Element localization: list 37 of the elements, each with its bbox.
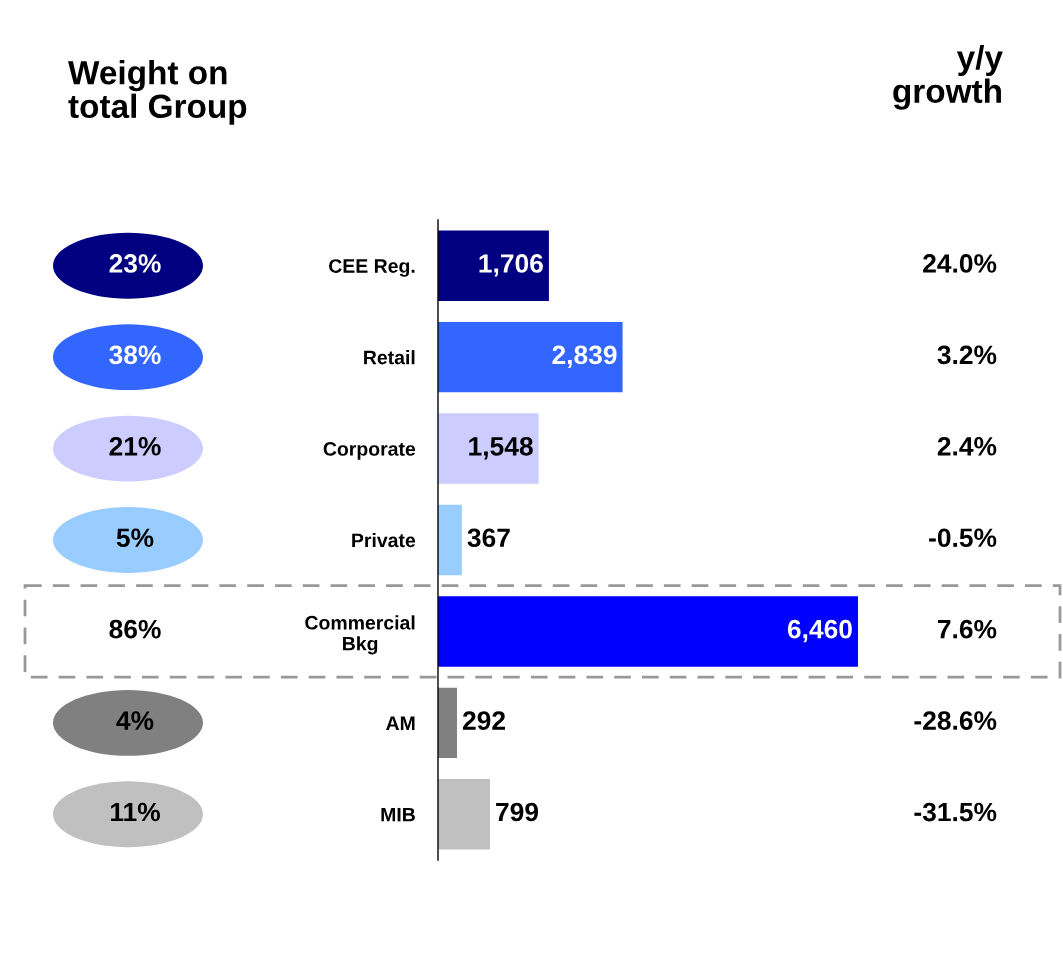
data-label: 2,839: [552, 345, 617, 369]
text: 5%: [116, 528, 154, 548]
y-tick-label: Commercial Bkg: [305, 615, 415, 655]
text: 24.0%: [923, 254, 997, 273]
text: 4%: [116, 711, 154, 730]
text: 2.4%: [937, 436, 997, 456]
text: 3.2%: [937, 345, 997, 365]
data-label: 1,706: [479, 254, 543, 277]
y-tick-label: Private: [352, 532, 416, 548]
bar: [438, 413, 539, 484]
text: 11%: [110, 802, 160, 822]
y-tick-label: CEE Reg.: [329, 259, 415, 277]
y-tick-label: Retail: [364, 350, 415, 365]
text: 86%: [109, 619, 161, 639]
bar: [438, 230, 549, 301]
text: 7.6%: [937, 619, 997, 639]
bar: [438, 596, 858, 667]
bar: [438, 504, 462, 576]
y-tick-label: AM: [386, 716, 415, 730]
text: -31.5%: [914, 802, 997, 822]
bar: [438, 687, 457, 759]
data-label: 1,548: [469, 436, 533, 460]
y-tick-label: Corporate: [323, 442, 416, 460]
bar: [438, 321, 623, 393]
bar: [438, 779, 490, 850]
data-label: 799: [496, 802, 539, 822]
data-label: 292: [462, 711, 505, 730]
text: 38%: [109, 345, 161, 365]
text: 21%: [109, 436, 161, 456]
data-label: 6,460: [787, 619, 852, 643]
data-label: 367: [467, 528, 510, 548]
text: -0.5%: [929, 528, 997, 548]
text: 23%: [109, 254, 161, 273]
text: -28.6%: [914, 711, 997, 730]
text: y/y growth: [893, 45, 1003, 110]
text: Weight on total Group: [68, 60, 247, 125]
y-tick-label: MIB: [381, 807, 415, 822]
